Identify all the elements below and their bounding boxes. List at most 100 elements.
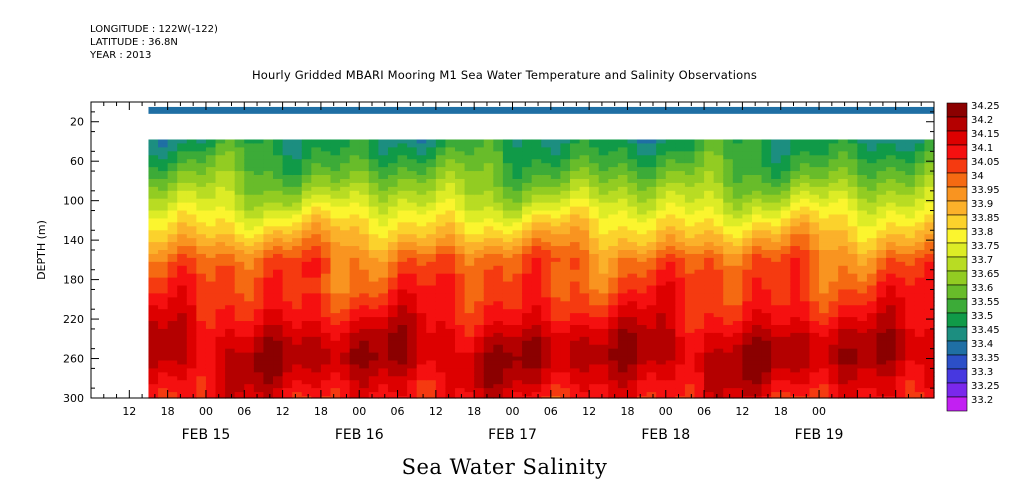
salinity-cell <box>426 218 437 223</box>
salinity-cell <box>589 269 600 275</box>
salinity-cell <box>579 163 590 168</box>
salinity-cell <box>780 186 791 192</box>
salinity-cell <box>158 301 169 306</box>
salinity-cell <box>790 198 801 204</box>
salinity-cell <box>378 253 389 259</box>
salinity-cell <box>282 194 293 200</box>
salinity-cell <box>493 293 504 298</box>
salinity-cell <box>464 344 475 350</box>
salinity-cell <box>311 340 322 346</box>
salinity-cell <box>828 392 839 397</box>
salinity-cell <box>205 178 217 184</box>
salinity-cell <box>742 277 753 283</box>
salinity-cell <box>359 364 370 369</box>
salinity-cell <box>560 167 571 172</box>
salinity-cell <box>244 257 255 263</box>
salinity-cell <box>167 293 178 298</box>
salinity-cell <box>340 269 351 275</box>
salinity-cell <box>359 182 370 188</box>
salinity-cell <box>838 396 849 399</box>
salinity-cell <box>205 301 217 306</box>
salinity-cell <box>780 246 791 251</box>
salinity-cell <box>541 364 552 369</box>
salinity-cell <box>512 328 523 334</box>
salinity-cell <box>387 356 399 362</box>
salinity-cell <box>387 222 399 227</box>
salinity-cell <box>608 273 619 279</box>
salinity-cell <box>751 332 763 338</box>
salinity-cell <box>301 246 312 251</box>
salinity-cell <box>732 234 744 239</box>
salinity-cell <box>713 348 724 354</box>
salinity-cell <box>838 384 849 389</box>
salinity-cell <box>186 384 197 389</box>
salinity-cell <box>349 313 360 318</box>
salinity-cell <box>790 332 801 338</box>
salinity-cell <box>340 238 351 243</box>
salinity-cell <box>637 194 648 200</box>
salinity-cell <box>493 226 504 231</box>
salinity-cell <box>215 222 226 227</box>
salinity-cell <box>646 332 657 338</box>
salinity-cell <box>368 171 379 176</box>
salinity-cell <box>589 226 600 231</box>
salinity-cell <box>608 234 619 239</box>
salinity-cell <box>560 340 571 346</box>
salinity-cell <box>838 238 849 243</box>
salinity-cell <box>723 297 734 302</box>
salinity-cell <box>340 368 351 373</box>
salinity-cell <box>407 352 418 358</box>
salinity-cell <box>234 257 245 263</box>
salinity-cell <box>177 372 188 377</box>
salinity-cell <box>790 269 801 275</box>
salinity-cell <box>426 163 437 168</box>
salinity-cell <box>464 317 475 322</box>
salinity-cell <box>713 324 724 330</box>
salinity-cell <box>541 147 552 152</box>
salinity-cell <box>407 159 418 164</box>
salinity-cell <box>732 360 744 366</box>
salinity-cell <box>522 384 533 389</box>
salinity-cell <box>541 344 552 350</box>
salinity-cell <box>292 309 303 314</box>
salinity-cell <box>598 206 609 212</box>
salinity-cell <box>186 364 197 369</box>
salinity-cell <box>541 384 552 389</box>
salinity-cell <box>253 214 265 220</box>
salinity-cell <box>780 289 791 295</box>
salinity-cell <box>502 250 514 255</box>
salinity-cell <box>828 198 839 204</box>
salinity-cell <box>455 317 466 322</box>
salinity-cell <box>464 360 475 366</box>
salinity-cell <box>713 380 724 385</box>
salinity-cell <box>790 218 801 223</box>
salinity-cell <box>273 242 284 247</box>
salinity-cell <box>857 163 868 168</box>
salinity-cell <box>828 171 839 176</box>
salinity-cell <box>186 159 197 164</box>
salinity-cell <box>704 285 715 291</box>
salinity-cell <box>416 261 427 267</box>
salinity-cell <box>196 332 207 338</box>
salinity-cell <box>186 190 197 196</box>
salinity-cell <box>608 198 619 204</box>
salinity-cell <box>637 293 648 298</box>
salinity-cell <box>617 356 629 362</box>
salinity-cell <box>522 190 533 196</box>
salinity-cell <box>569 265 581 271</box>
salinity-cell <box>656 222 667 227</box>
salinity-cell <box>522 392 533 397</box>
salinity-cell <box>569 356 581 362</box>
salinity-cell <box>416 139 427 145</box>
salinity-cell <box>531 376 542 381</box>
salinity-cell <box>751 178 763 184</box>
salinity-cell <box>550 344 561 350</box>
salinity-cell <box>713 313 724 318</box>
salinity-cell <box>186 257 197 263</box>
salinity-cell <box>483 238 494 243</box>
salinity-cell <box>282 186 293 192</box>
salinity-cell <box>809 293 820 298</box>
salinity-cell <box>799 384 811 389</box>
salinity-cell <box>368 178 379 184</box>
salinity-cell <box>263 265 274 271</box>
